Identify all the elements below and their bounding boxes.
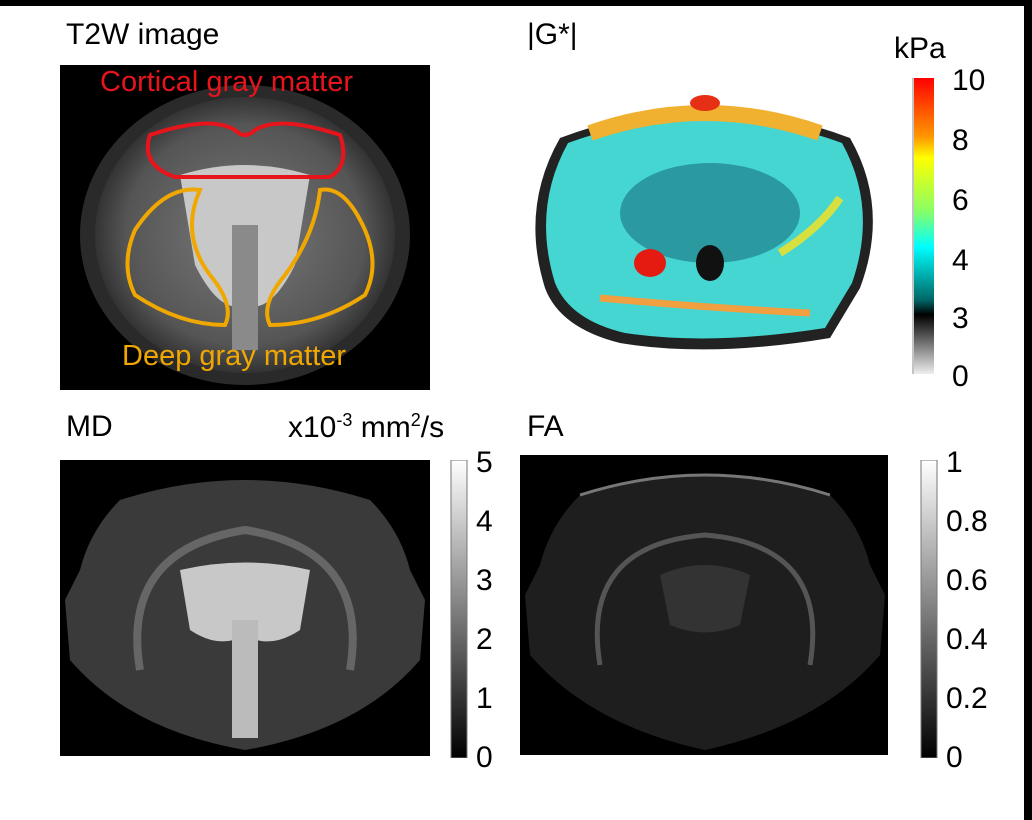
g-tick-0: 0 — [952, 360, 969, 393]
cortical-roi-label: Cortical gray matter — [100, 66, 354, 98]
top-border — [0, 0, 1032, 6]
g-map-image — [535, 95, 873, 350]
fa-tick-0.6: 0.6 — [946, 564, 988, 597]
md-title: MD — [66, 410, 113, 443]
md-tick-0: 0 — [476, 741, 493, 774]
g-tick-6: 6 — [952, 184, 969, 217]
md-tick-2: 2 — [476, 623, 493, 656]
fa-tick-0: 0 — [946, 741, 963, 774]
right-border — [1024, 0, 1032, 820]
md-unit: x10-3 mm2/s — [288, 410, 445, 444]
fa-title: FA — [527, 410, 564, 443]
md-tick-3: 3 — [476, 564, 493, 597]
deep-roi-left-outline — [125, 187, 230, 328]
md-colorbar[interactable] — [450, 460, 468, 758]
fa-tick-0.4: 0.4 — [946, 623, 988, 656]
g-tick-8: 8 — [952, 124, 969, 157]
g-title: |G*| — [527, 18, 578, 51]
t2w-title: T2W image — [66, 18, 220, 51]
fa-tick-0.2: 0.2 — [946, 682, 988, 715]
md-tick-1: 1 — [476, 682, 493, 715]
md-image — [60, 460, 430, 756]
g-unit: kPa — [894, 32, 946, 65]
md-tick-4: 4 — [476, 505, 493, 538]
t2w-image — [60, 65, 430, 390]
fa-image — [520, 455, 888, 755]
fa-tick-1: 1 — [946, 446, 963, 479]
md-tick-5: 5 — [476, 446, 493, 479]
cortical-roi-outline — [145, 121, 346, 179]
g-tick-4: 4 — [952, 244, 969, 277]
g-tick-3: 3 — [952, 302, 969, 335]
fa-colorbar[interactable] — [920, 460, 938, 758]
deep-roi-label: Deep gray matter — [122, 340, 347, 372]
deep-roi-right-outline — [265, 187, 375, 328]
g-colorbar[interactable] — [912, 78, 936, 374]
g-tick-10: 10 — [952, 64, 986, 97]
fa-tick-0.8: 0.8 — [946, 505, 988, 538]
